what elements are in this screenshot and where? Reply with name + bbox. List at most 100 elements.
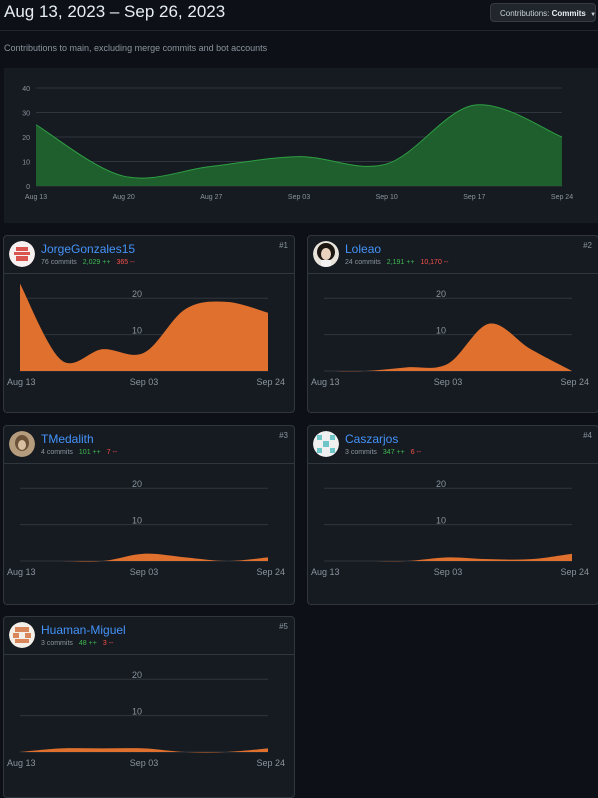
x-tick-label: Sep 24 — [551, 194, 573, 201]
card-header: Huaman-Miguel 3 commits 48 ++ 3 -- #5 — [4, 617, 294, 655]
x-tick-label: Aug 20 — [113, 194, 135, 201]
deletions-count: 3 -- — [102, 640, 114, 647]
additions-count: 2,029 ++ — [82, 259, 111, 266]
contributor-card: Caszarjos 3 commits 347 ++ 6 -- #4 10 20 Aug… — [307, 425, 598, 605]
contributor-name-link[interactable]: Caszarjos — [345, 432, 399, 446]
avatar[interactable] — [9, 431, 35, 457]
y-tick-label: 10 — [22, 160, 30, 167]
button-prefix: Contributions: — [500, 9, 550, 18]
deletions-count: 7 -- — [106, 449, 118, 456]
contributor-name-link[interactable]: TMedalith — [41, 432, 94, 446]
y-tick-label: 20 — [132, 289, 142, 299]
y-tick-label: 20 — [436, 289, 446, 299]
additions-count: 2,191 ++ — [386, 259, 415, 266]
card-header: Caszarjos 3 commits 347 ++ 6 -- #4 — [308, 426, 598, 464]
additions-count: 48 ++ — [78, 640, 97, 647]
y-tick-label: 20 — [436, 479, 446, 489]
x-tick-label: Aug 13 — [311, 377, 340, 387]
contributor-stats: 24 commits 2,191 ++ 10,170 -- — [345, 259, 448, 266]
overall-chart-svg: 0 10 20 30 40 Aug 13 Aug 20 Aug 27 Sep 03 Sep 10 S… — [22, 86, 573, 201]
contributor-stats: 76 commits 2,029 ++ 365 -- — [41, 259, 135, 266]
card-header: TMedalith 4 commits 101 ++ 7 -- #3 — [4, 426, 294, 464]
avatar[interactable] — [9, 241, 35, 267]
page-subtitle: Contributions to main, excluding merge c… — [4, 43, 268, 53]
y-tick-label: 10 — [436, 326, 446, 336]
y-tick-label: 20 — [22, 135, 30, 142]
contributor-card: JorgeGonzales15 76 commits 2,029 ++ 365 --… — [3, 235, 295, 413]
avatar[interactable] — [313, 431, 339, 457]
y-tick-label: 10 — [132, 707, 142, 717]
avatar[interactable] — [9, 622, 35, 648]
contributor-chart: 10 20 Aug 13 Sep 03 Sep 24 — [311, 289, 589, 387]
y-tick-label: 20 — [132, 670, 142, 680]
avatar-image — [313, 431, 339, 457]
y-tick-label: 10 — [132, 326, 142, 336]
y-tick-label: 30 — [22, 111, 30, 118]
contributor-chart: 10 20 Aug 13 Sep 03 Sep 24 — [7, 670, 285, 768]
x-tick-label: Aug 13 — [311, 567, 340, 577]
y-tick-label: 40 — [22, 86, 30, 93]
y-tick-label: 10 — [132, 516, 142, 526]
card-header: JorgeGonzales15 76 commits 2,029 ++ 365 --… — [4, 236, 294, 274]
commits-area — [324, 553, 572, 562]
commit-count: 76 commits — [41, 259, 77, 266]
deletions-count: 365 -- — [116, 259, 135, 266]
contributor-card: TMedalith 4 commits 101 ++ 7 -- #3 10 20 Aug… — [3, 425, 295, 605]
contributor-name-link[interactable]: Huaman-Miguel — [41, 623, 126, 637]
commits-area — [20, 283, 268, 371]
x-tick-label: Aug 13 — [7, 377, 36, 387]
additions-count: 101 ++ — [78, 449, 101, 456]
x-tick-label: Sep 03 — [130, 377, 159, 387]
rank-label: #3 — [279, 431, 288, 440]
y-tick-label: 20 — [132, 479, 142, 489]
date-range-title: Aug 13, 2023 – Sep 26, 2023 — [4, 2, 226, 21]
contributor-card: Loleao 24 commits 2,191 ++ 10,170 -- #2 10… — [307, 235, 598, 413]
page-header: Aug 13, 2023 – Sep 26, 2023 Contribution… — [0, 0, 598, 31]
avatar-image — [9, 241, 35, 267]
commit-count: 24 commits — [345, 259, 381, 266]
contributor-stats: 3 commits 347 ++ 6 -- — [345, 449, 421, 456]
x-tick-label: Sep 24 — [560, 567, 589, 577]
commit-count: 4 commits — [41, 449, 73, 456]
x-tick-label: Aug 13 — [7, 567, 36, 577]
deletions-count: 10,170 -- — [420, 259, 449, 266]
rank-label: #4 — [583, 431, 592, 440]
x-tick-label: Sep 24 — [256, 377, 285, 387]
y-tick-label: 0 — [26, 184, 30, 191]
deletions-count: 6 -- — [410, 449, 422, 456]
x-tick-label: Aug 27 — [200, 194, 222, 201]
commits-area — [20, 748, 268, 753]
rank-label: #1 — [279, 241, 288, 250]
x-tick-label: Sep 03 — [288, 194, 310, 201]
x-tick-label: Sep 24 — [560, 377, 589, 387]
x-tick-label: Sep 10 — [376, 194, 398, 201]
x-tick-label: Sep 24 — [256, 567, 285, 577]
contributor-card: Huaman-Miguel 3 commits 48 ++ 3 -- #5 10 20… — [3, 616, 295, 798]
card-header: Loleao 24 commits 2,191 ++ 10,170 -- #2 — [308, 236, 598, 274]
commits-line — [35, 104, 563, 179]
contributor-stats: 3 commits 48 ++ 3 -- — [41, 640, 113, 647]
contributions-type-button[interactable]: Contributions: Commits ▼ — [490, 3, 596, 22]
x-tick-label: Sep 17 — [463, 194, 485, 201]
contributor-chart: 10 20 Aug 13 Sep 03 Sep 24 — [7, 283, 285, 387]
x-tick-label: Aug 13 — [25, 194, 47, 201]
x-tick-label: Sep 03 — [130, 567, 159, 577]
button-value: Commits — [551, 9, 586, 18]
contributor-chart: 10 20 Aug 13 Sep 03 Sep 24 — [311, 479, 589, 577]
avatar-image — [9, 431, 35, 457]
commits-area — [36, 104, 562, 186]
x-tick-label: Sep 03 — [434, 377, 463, 387]
commit-count: 3 commits — [345, 449, 377, 456]
rank-label: #2 — [583, 241, 592, 250]
x-tick-label: Sep 24 — [256, 758, 285, 768]
contributor-name-link[interactable]: JorgeGonzales15 — [41, 242, 136, 256]
overall-contributions-chart: 0 10 20 30 40 Aug 13 Aug 20 Aug 27 Sep 03 Sep 10 S… — [4, 68, 598, 223]
additions-count: 347 ++ — [382, 449, 405, 456]
x-tick-label: Sep 03 — [434, 567, 463, 577]
avatar[interactable] — [313, 241, 339, 267]
caret-down-icon: ▼ — [590, 12, 597, 18]
contributor-name-link[interactable]: Loleao — [345, 242, 382, 256]
contributor-chart: 10 20 Aug 13 Sep 03 Sep 24 — [7, 479, 285, 577]
commit-count: 3 commits — [41, 640, 73, 647]
x-tick-label: Sep 03 — [130, 758, 159, 768]
